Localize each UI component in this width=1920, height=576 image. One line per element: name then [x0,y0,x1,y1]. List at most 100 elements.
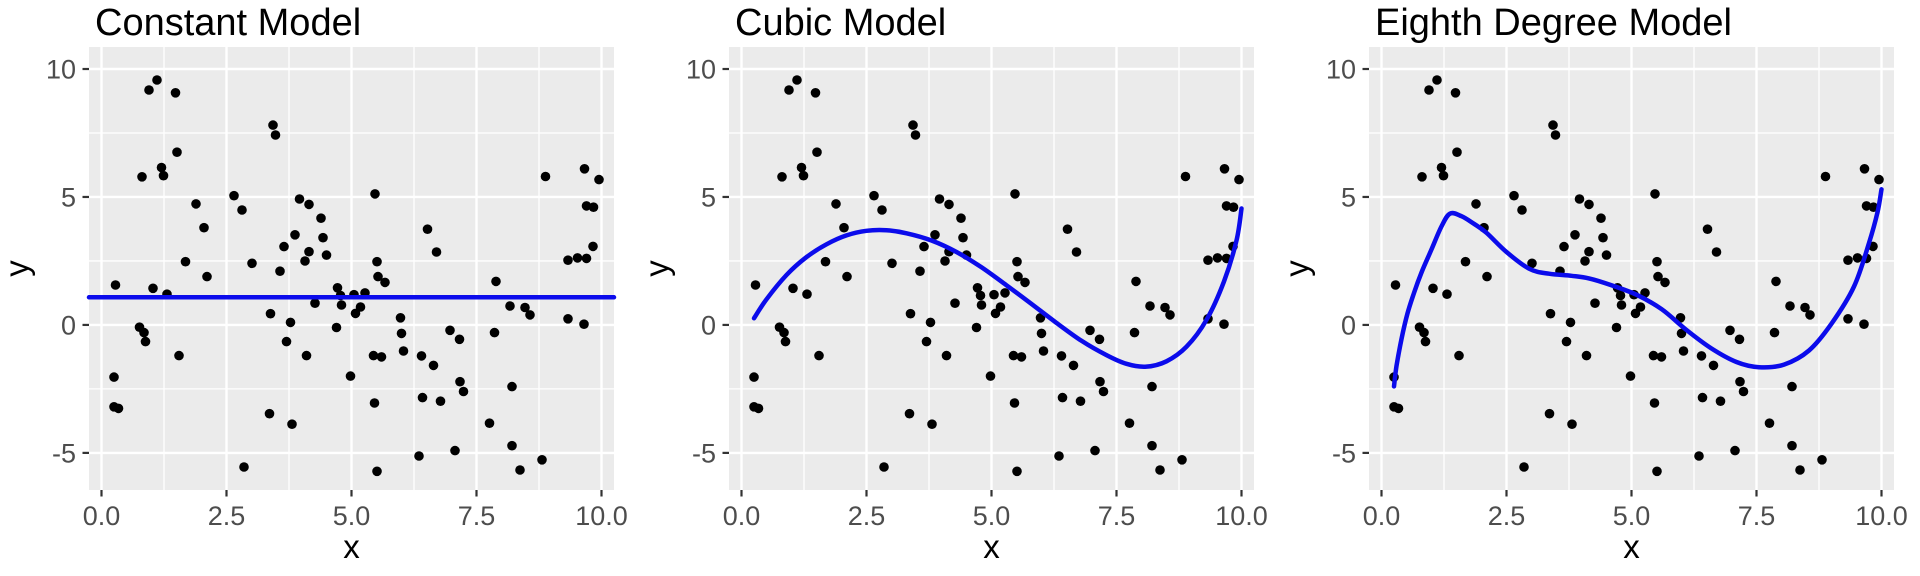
data-point [1565,317,1576,328]
data-point [1203,255,1213,265]
data-point [300,256,310,266]
data-point [1471,199,1481,209]
data-point [1057,392,1068,403]
data-point [1580,256,1590,266]
data-point [1859,164,1870,174]
panel-eighth-degree-model: Eighth Degree Model 0.0 2.5 5.0 7.5 10.0 10 5 0… [1280,0,1920,576]
data-point [1417,172,1427,182]
y-axis-title: y [640,260,675,277]
data-point [908,120,918,130]
data-point [458,386,469,397]
data-point [1071,247,1082,257]
data-point [369,398,380,408]
data-point [1817,455,1827,465]
data-point [1131,276,1141,287]
y-tick-label: 10 [46,55,76,85]
data-point [1180,171,1191,182]
data-point [540,171,551,182]
data-point [372,466,382,477]
data-point [373,271,383,282]
data-point [1648,350,1659,361]
data-point [919,241,929,252]
data-point [515,465,525,475]
x-axis-title: x [983,528,1000,565]
data-point [331,322,342,333]
data-point [109,372,119,382]
data-point [1010,189,1020,199]
data-point [1424,85,1434,95]
data-point [489,327,500,338]
data-point [1843,255,1853,265]
data-point [1795,465,1805,475]
data-point [180,256,191,267]
data-point [904,408,915,419]
data-point [1098,386,1109,397]
data-point [1393,403,1404,414]
data-point [336,300,347,310]
data-point [1696,351,1707,361]
data-point [802,289,812,300]
fit-line [751,206,1244,369]
x-tick-label: 7.5 [1098,501,1136,531]
data-point [1428,283,1438,294]
data-point [170,88,181,98]
data-point [1436,162,1447,173]
data-point [174,350,184,361]
data-point [1452,147,1462,157]
x-tick-label: 10.0 [1855,501,1908,531]
data-point [345,371,356,381]
data-point [814,350,824,361]
data-point [1615,290,1626,301]
data-point [316,213,326,223]
data-point [944,199,954,210]
data-point [1725,325,1735,336]
data-point [1630,308,1641,319]
data-point [572,253,583,263]
data-point [588,202,599,212]
data-point [537,455,547,465]
data-point [1519,462,1529,472]
data-point [505,301,515,311]
data-point [1859,319,1869,330]
data-point [422,224,433,234]
data-point [925,317,936,328]
data-point [152,75,162,85]
data-point [525,310,535,320]
data-point [110,280,121,290]
data-point [279,241,289,252]
data-point [1145,301,1155,311]
data-point [927,419,937,430]
data-point [910,130,921,140]
data-point [1771,276,1781,287]
data-point [304,246,314,257]
data-point [414,451,424,461]
data-point [1764,418,1775,429]
data-point [1735,376,1745,387]
data-point [1656,352,1667,362]
data-point [792,75,802,85]
data-point [1212,253,1223,263]
x-axis-title: x [1623,528,1640,565]
data-point [1800,302,1810,313]
data-point [921,336,932,347]
data-point [1874,174,1884,185]
data-point [1590,298,1600,309]
data-point [1676,328,1687,339]
data-point [1062,224,1073,234]
data-point [265,308,276,319]
data-point [491,276,501,287]
data-point [507,381,517,392]
data-point [368,350,379,361]
y-tick-label: -5 [692,438,716,468]
data-point [1785,301,1795,311]
data-point [869,190,879,201]
data-point [1147,381,1157,392]
data-point [247,258,257,269]
data-point [1702,224,1713,234]
y-tick-label: 5 [701,182,716,212]
data-point [140,336,151,347]
y-tick-label: 10 [686,55,716,85]
data-point [1561,336,1572,347]
data-point [1075,396,1086,407]
data-point [1016,352,1027,362]
